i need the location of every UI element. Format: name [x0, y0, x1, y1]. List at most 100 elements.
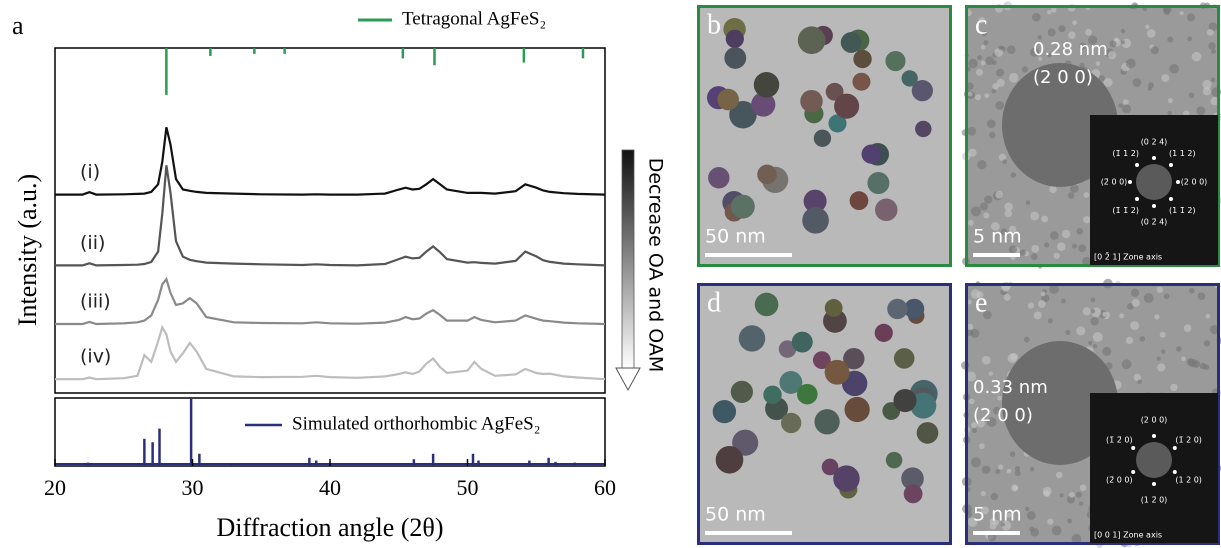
lattice-texture: [1067, 518, 1072, 524]
lattice-texture: [1208, 42, 1216, 50]
lattice-texture: [1079, 42, 1087, 50]
lattice-texture: [1030, 528, 1039, 537]
lattice-texture: [1202, 87, 1211, 96]
lattice-texture: [1210, 77, 1216, 83]
lattice-texture: [1092, 332, 1103, 342]
lattice-texture: [980, 491, 986, 497]
lattice-texture: [970, 457, 981, 468]
lattice-texture: [1186, 13, 1195, 22]
lattice-texture: [1006, 468, 1012, 474]
lattice-texture: [998, 464, 1004, 470]
lattice-texture: [1210, 97, 1219, 106]
gradient-label: Decrease OA and OAM: [645, 158, 667, 373]
lattice-texture: [1037, 300, 1046, 308]
lattice-texture: [1167, 36, 1174, 43]
lattice-texture: [1003, 293, 1011, 301]
xrd-pattern: [55, 165, 606, 267]
panel-border: [965, 283, 1220, 545]
lattice-texture: [995, 101, 1005, 110]
lattice-texture: [1102, 346, 1112, 356]
lattice-texture: [1187, 36, 1192, 42]
lattice-texture: [1047, 10, 1052, 15]
lattice-texture: [1183, 324, 1192, 333]
lattice-texture: [1146, 29, 1156, 38]
nanoparticle: [911, 80, 933, 102]
lattice-texture: [1029, 47, 1040, 57]
lattice-texture: [981, 355, 991, 365]
fft-spot-label: (1 2̄ 0): [1141, 496, 1168, 505]
lattice-texture: [998, 153, 1007, 161]
lattice-texture: [1027, 302, 1035, 309]
lattice-texture: [1121, 359, 1132, 370]
nanoparticle: [813, 129, 832, 147]
nanoparticle: [861, 144, 881, 164]
nanoparticle: [712, 399, 737, 424]
nanoparticle: [751, 92, 776, 117]
lattice-texture: [1075, 491, 1082, 498]
lattice-texture: [1058, 25, 1066, 33]
lattice-texture: [1179, 11, 1184, 16]
lattice-texture: [977, 55, 983, 61]
lattice-texture: [983, 310, 992, 320]
lattice-texture: [1041, 294, 1050, 303]
fft-spot: [1131, 470, 1136, 474]
lattice-texture: [1072, 243, 1078, 249]
lattice-texture: [1095, 61, 1101, 66]
nanoparticle: [717, 88, 739, 111]
lattice-texture: [1019, 249, 1027, 256]
fft-spot: [1152, 482, 1156, 486]
legend-label: Simulated orthorhombic AgFeS₂: [292, 413, 540, 434]
nanoparticle: [853, 49, 872, 69]
lattice-texture: [1051, 525, 1062, 536]
nanoparticle: [763, 385, 782, 405]
lattice-texture: [983, 195, 993, 204]
lattice-texture: [1120, 40, 1126, 45]
fft-spot: [1128, 180, 1132, 184]
lattice-texture: [980, 60, 986, 66]
lattice-texture: [1068, 31, 1076, 39]
lattice-texture: [1137, 379, 1142, 385]
lattice-texture: [1043, 242, 1050, 248]
lattice-texture: [1188, 358, 1198, 368]
zone-axis-label: [0 2̄ 1] Zone axis: [1094, 251, 1162, 261]
lattice-texture: [987, 119, 996, 129]
lattice-texture: [1087, 35, 1098, 45]
panel-label: b: [707, 9, 721, 40]
lattice-texture: [1176, 346, 1182, 352]
nanoparticle: [916, 422, 939, 444]
lattice-texture: [1049, 185, 1057, 194]
lattice-texture: [986, 417, 997, 427]
lattice-texture: [989, 131, 996, 139]
lattice-texture: [1122, 104, 1132, 114]
scale-bar-label: 50 nm: [705, 504, 766, 526]
lattice-texture: [1181, 356, 1186, 362]
nanoparticle: [852, 72, 871, 91]
lattice-texture: [1139, 336, 1146, 342]
fft-spot-label: (1̄ 1 2): [1112, 149, 1139, 158]
series-label: (iv): [80, 346, 111, 368]
nanoparticle: [812, 351, 831, 370]
lattice-texture: [992, 83, 999, 90]
lattice-texture: [1050, 231, 1059, 240]
nanoparticle: [901, 467, 924, 490]
panel-label: e: [975, 287, 987, 318]
nanoparticle: [778, 340, 797, 358]
lattice-texture: [1085, 28, 1092, 36]
lattice-texture: [968, 398, 975, 405]
nanoparticle: [893, 389, 917, 413]
lattice-texture: [1079, 62, 1085, 68]
lattice-texture: [983, 212, 990, 219]
nanoparticle: [904, 298, 925, 319]
plot-frame: [54, 47, 606, 394]
lattice-texture: [1125, 336, 1134, 345]
nanoparticle: [724, 47, 747, 69]
lattice-texture: [1109, 40, 1117, 48]
series-label: (iii): [80, 291, 111, 313]
nanoparticle: [885, 50, 906, 72]
nanoparticle: [800, 89, 823, 113]
lattice-texture: [1057, 242, 1066, 251]
lattice-texture: [1010, 353, 1018, 361]
fft-spot-label: (2̄ 0 0): [1101, 178, 1128, 187]
lattice-texture: [1001, 281, 1011, 291]
nanoparticle: [779, 371, 803, 394]
